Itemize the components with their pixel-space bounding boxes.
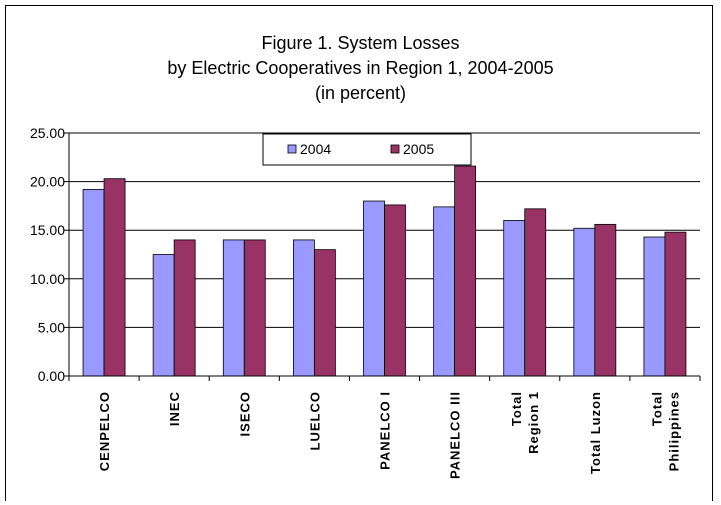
legend-swatch-2005 — [390, 144, 400, 154]
x-category-label: Total Philippines — [649, 391, 681, 471]
legend-label-2005: 2005 — [403, 141, 434, 157]
x-category-label: Total Luzon — [588, 391, 603, 474]
x-category-label-line: Region 1 — [526, 391, 541, 454]
bar-2005-total-luzon — [594, 223, 617, 377]
x-category-label: INEC — [167, 391, 182, 426]
x-category-label-line: PANELCO I — [378, 391, 393, 470]
bar-2004-cenpelco — [82, 188, 105, 377]
y-tick-label: 20.00 — [30, 174, 65, 190]
chart-title-line-2: by Electric Cooperatives in Region 1, 20… — [167, 58, 554, 78]
x-category-label-line: Total — [509, 391, 524, 426]
bar-2004-luelco — [292, 239, 315, 377]
x-category-label-line: Total Luzon — [588, 391, 603, 474]
x-category-label-line: PANELCO III — [448, 391, 463, 479]
chart-title: Figure 1. System Losses by Electric Coop… — [0, 31, 721, 106]
bar-2004-iseco — [222, 239, 245, 377]
chart-title-line-1: Figure 1. System Losses — [261, 33, 460, 53]
x-category-label-line: LUELCO — [307, 391, 322, 450]
x-category-label: Total Region 1 — [509, 391, 541, 454]
x-category-label: LUELCO — [307, 391, 322, 450]
x-category-label-line: ISECO — [237, 391, 252, 436]
chart-title-line-3: (in percent) — [314, 83, 407, 103]
bar-2004-total-philippines — [643, 236, 666, 377]
bar-2004-total-region-1 — [503, 220, 526, 377]
bar-2004-panelco-iii — [433, 206, 456, 377]
legend-label-2004: 2004 — [300, 141, 331, 157]
x-category-label-line: INEC — [167, 391, 182, 426]
legend-box — [262, 133, 472, 166]
bar-2005-inec — [173, 239, 196, 377]
bar-2005-total-philippines — [664, 231, 687, 377]
x-category-label-line: Philippines — [666, 391, 681, 471]
bar-2005-total-region-1 — [524, 208, 547, 377]
x-category-label: PANELCO III — [448, 391, 463, 479]
x-category-label-line: Total — [649, 391, 664, 426]
bar-2005-cenpelco — [103, 178, 126, 377]
legend-swatch-2004 — [287, 144, 297, 154]
x-category-label-line: CENPELCO — [97, 391, 112, 471]
y-tick-label: 15.00 — [30, 222, 65, 238]
bar-2004-total-luzon — [573, 227, 596, 377]
y-tick-label: 5.00 — [38, 319, 65, 335]
bar-2005-iseco — [243, 239, 266, 377]
bar-2005-luelco — [313, 249, 336, 377]
chart-frame — [5, 5, 713, 501]
y-tick-label: 0.00 — [38, 368, 65, 384]
x-category-label: PANELCO I — [378, 391, 393, 470]
bar-2004-inec — [152, 254, 175, 377]
x-category-label: ISECO — [237, 391, 252, 436]
bar-2005-panelco-iii — [454, 165, 477, 377]
bar-2004-panelco-i — [363, 200, 385, 377]
y-tick-label: 10.00 — [30, 271, 65, 287]
y-tick-label: 25.00 — [30, 125, 65, 141]
bar-2005-panelco-i — [384, 204, 406, 377]
x-category-label: CENPELCO — [97, 391, 112, 471]
